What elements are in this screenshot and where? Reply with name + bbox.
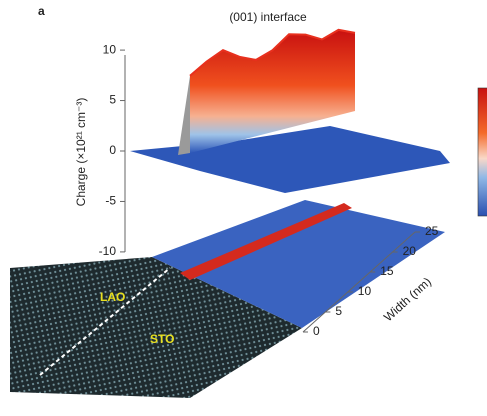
x-tick-label: 25 [425,224,439,238]
x-tick-label: 0 [313,324,320,338]
colorbar [478,88,487,216]
base-surface [130,126,450,193]
y-axis-label: Charge (×10²¹ cm⁻³) [74,98,88,207]
y-tick-label: -5 [105,194,116,208]
x-tick-label: 15 [380,264,394,278]
y-tick-label: 5 [109,93,116,107]
annotation: LAO [100,290,125,304]
chart-title: (001) interface [229,10,307,24]
y-tick-label: 0 [109,143,116,157]
ridge-left-face [178,76,190,155]
x-axis-label: Width (nm) [381,275,434,325]
x-tick-label: 5 [335,304,342,318]
y-tick-label: -10 [99,244,117,258]
annotation: STO [150,332,174,346]
chart: a (001) interface LAO STO Charge (×10²¹ … [0,0,487,411]
x-tick-label: 10 [358,284,372,298]
y-tick-label: 10 [103,42,117,56]
panel-label: a [38,4,45,18]
x-tick-label: 20 [403,244,417,258]
